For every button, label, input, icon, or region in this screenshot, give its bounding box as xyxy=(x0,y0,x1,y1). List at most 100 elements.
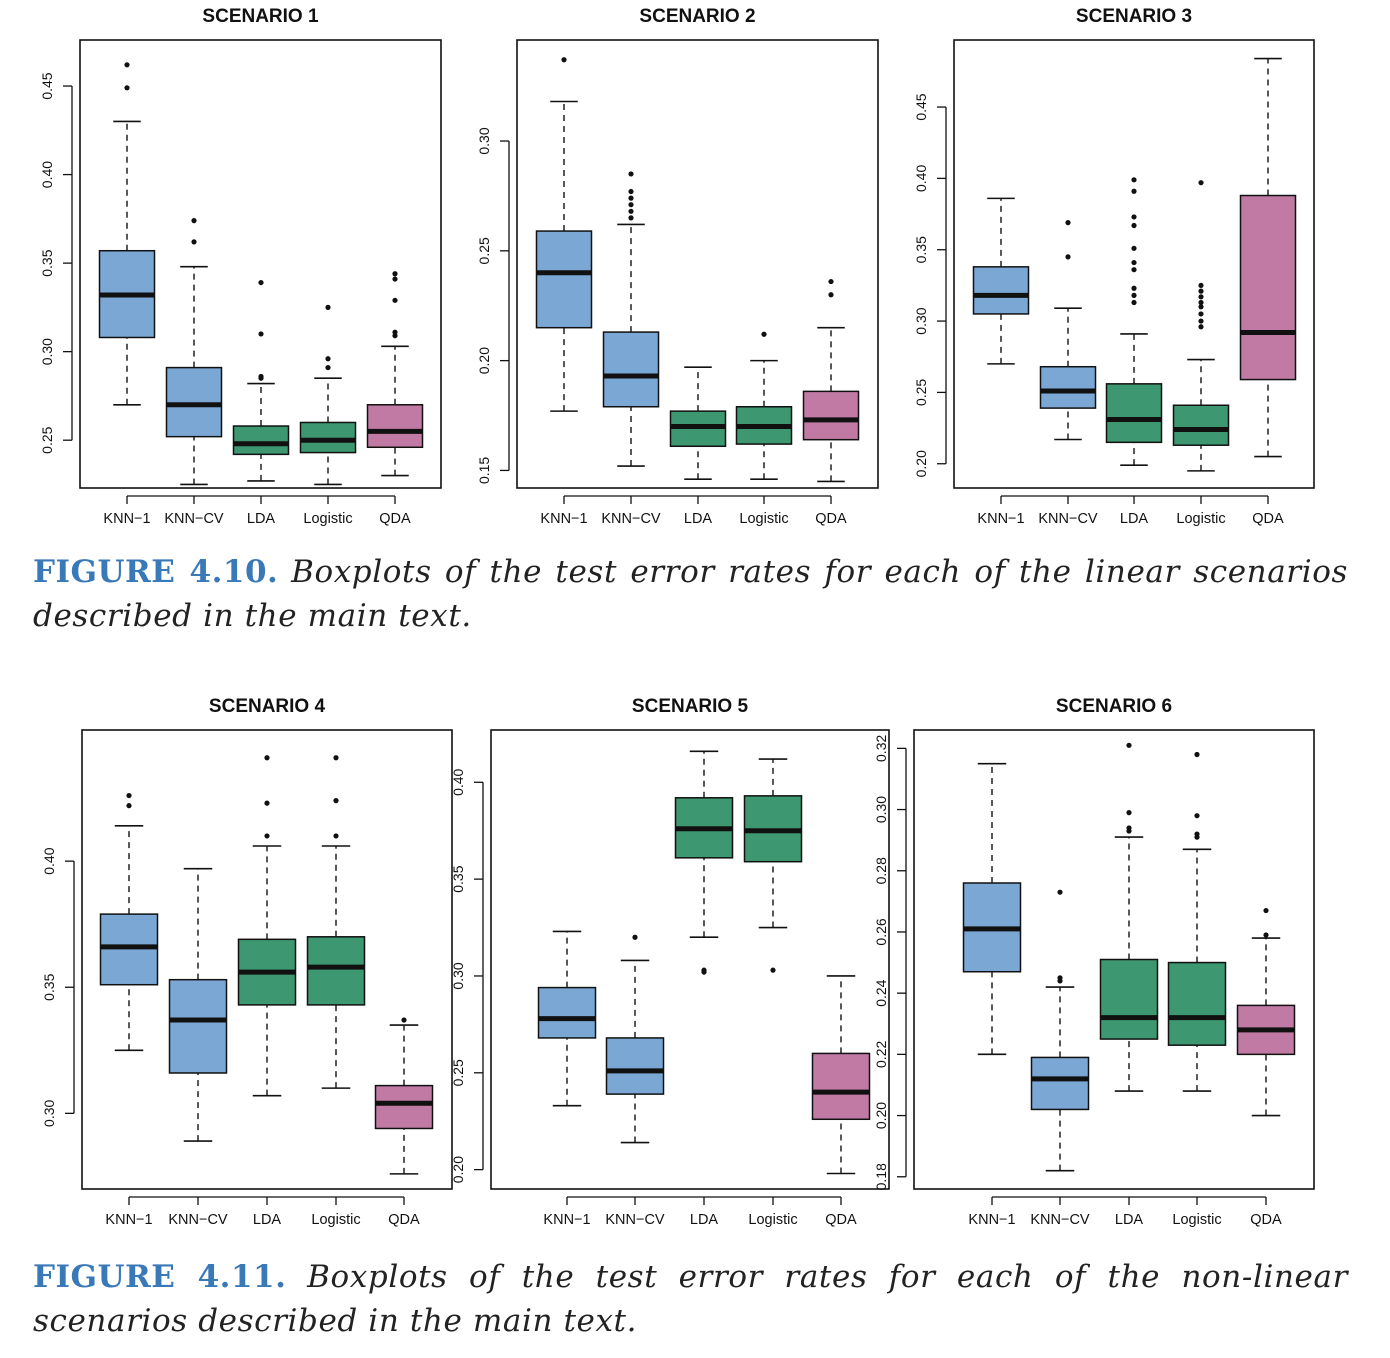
plot-frame xyxy=(913,729,1315,1190)
x-tick-label: LDA xyxy=(253,1212,282,1228)
plot-frame xyxy=(79,39,442,489)
iqr-box xyxy=(232,425,290,456)
outlier-point xyxy=(1198,180,1204,186)
y-tick-label: 0.40 xyxy=(41,847,57,874)
outlier-point xyxy=(264,833,270,839)
box-logistic xyxy=(735,331,793,481)
outlier-point xyxy=(333,755,339,761)
outlier-point xyxy=(1131,188,1137,194)
figure-4-11-caption: FIGURE 4.11. Boxplots of the test error … xyxy=(33,1255,1348,1343)
outlier-point xyxy=(628,215,634,221)
x-tick-label: KNN−1 xyxy=(543,1212,590,1228)
outlier-point xyxy=(1263,932,1269,938)
outlier-point xyxy=(761,331,767,337)
outlier-point xyxy=(264,800,270,806)
y-tick-label: 0.30 xyxy=(873,796,889,823)
chart-title: SCENARIO 5 xyxy=(632,696,749,717)
iqr-box xyxy=(802,390,860,441)
y-tick-label: 0.40 xyxy=(39,161,55,188)
x-tick-label: Logistic xyxy=(303,511,352,527)
y-tick-label: 0.20 xyxy=(913,450,929,477)
outlier-point xyxy=(1198,311,1204,317)
box-lda xyxy=(674,750,734,975)
outlier-point xyxy=(628,208,634,214)
outlier-point xyxy=(628,202,634,208)
box-qda xyxy=(1239,57,1297,458)
outlier-point xyxy=(632,934,638,940)
figure-label: FIGURE 4.11. xyxy=(33,1259,287,1295)
box-knn-1 xyxy=(535,57,593,412)
outlier-point xyxy=(1131,222,1137,229)
figure-label: FIGURE 4.10. xyxy=(33,554,279,590)
y-tick-label: 0.26 xyxy=(873,918,889,945)
iqr-box xyxy=(99,913,159,986)
outlier-point xyxy=(333,798,339,804)
outlier-point xyxy=(1198,288,1204,294)
outlier-point xyxy=(1131,245,1137,251)
outlier-point xyxy=(325,304,331,310)
chart-title: SCENARIO 2 xyxy=(639,6,755,27)
outlier-point xyxy=(1198,304,1204,310)
outlier-point xyxy=(124,62,130,68)
outlier-point xyxy=(1131,214,1137,220)
scenario-4-boxplot: SCENARIO 4 0.30 0.35 0.40 KNN−1 KNN−CV LDA Logi… xyxy=(41,696,453,1228)
x-tick-label: LDA xyxy=(1120,511,1149,527)
x-tick-label: Logistic xyxy=(311,1212,360,1228)
scenario-6-boxplot: SCENARIO 6 0.18 0.20 0.22 0.24 0.26 0.28 0.30 0.… xyxy=(873,696,1315,1228)
x-tick-label: KNN−CV xyxy=(164,511,224,527)
iqr-box xyxy=(168,978,228,1074)
x-tick-label: QDA xyxy=(825,1212,857,1228)
figure-4-11-charts: SCENARIO 4 0.30 0.35 0.40 KNN−1 KNN−CV LDA Logi… xyxy=(41,696,1315,1228)
outlier-point xyxy=(401,1017,407,1023)
outlier-point xyxy=(1194,831,1200,837)
y-tick-label: 0.25 xyxy=(476,237,492,264)
outlier-point xyxy=(1131,285,1137,291)
outlier-point xyxy=(1126,810,1132,816)
outlier-point xyxy=(828,278,834,285)
outlier-point xyxy=(1131,299,1137,306)
iqr-box xyxy=(1239,194,1297,381)
iqr-box xyxy=(605,1037,665,1095)
scenario-5-boxplot: SCENARIO 5 0.20 0.25 0.30 0.35 0.40 KNN−1 KNN−C… xyxy=(450,696,890,1228)
outlier-point xyxy=(124,85,130,91)
x-tick-label: KNN−1 xyxy=(540,511,587,527)
scenario-3-boxplot: SCENARIO 3 0.20 0.25 0.30 0.35 0.40 0.45 KNN−1 K… xyxy=(913,6,1315,527)
figure-4-11: SCENARIO 4 0.30 0.35 0.40 KNN−1 KNN−CV LDA Logi… xyxy=(0,690,1390,1358)
scenario-2-boxplot: SCENARIO 2 0.15 0.20 0.25 0.30 KNN−1 KNN−CV LDA… xyxy=(476,6,879,527)
box-knn-cv xyxy=(602,171,660,467)
scenario-1-boxplot: SCENARIO 1 0.25 0.30 0.35 0.40 0.45 KNN−1 KNN−C… xyxy=(39,6,442,527)
outlier-point xyxy=(628,171,634,177)
box-lda xyxy=(237,755,297,1097)
x-tick-label: Logistic xyxy=(739,511,788,527)
outlier-point xyxy=(333,833,339,839)
y-tick-label: 0.28 xyxy=(873,857,889,884)
outlier-point xyxy=(770,967,776,973)
y-tick-label: 0.20 xyxy=(476,347,492,374)
y-tick-label: 0.18 xyxy=(873,1163,889,1190)
outlier-point xyxy=(1057,975,1063,981)
iqr-box xyxy=(1167,961,1227,1046)
plot-frame xyxy=(953,39,1315,489)
x-tick-label: QDA xyxy=(1252,511,1284,527)
x-tick-label: Logistic xyxy=(748,1212,797,1228)
iqr-box xyxy=(374,1084,434,1130)
plot-frame xyxy=(490,729,890,1190)
y-tick-label: 0.15 xyxy=(476,457,492,484)
outlier-point xyxy=(258,279,264,286)
iqr-box xyxy=(972,266,1030,315)
outlier-point xyxy=(1131,267,1137,273)
x-tick-label: KNN−CV xyxy=(168,1212,228,1228)
iqr-box xyxy=(299,421,357,454)
x-tick-label: KNN−1 xyxy=(103,511,150,527)
box-knn-cv xyxy=(1030,889,1090,1172)
y-tick-label: 0.25 xyxy=(913,379,929,406)
iqr-box xyxy=(306,936,366,1006)
box-qda xyxy=(374,1017,434,1175)
y-tick-label: 0.22 xyxy=(873,1041,889,1068)
box-logistic xyxy=(306,755,366,1089)
y-tick-label: 0.40 xyxy=(913,165,929,192)
y-tick-label: 0.20 xyxy=(450,1156,466,1183)
iqr-box xyxy=(811,1052,871,1121)
y-tick-label: 0.24 xyxy=(873,979,889,1006)
box-knn-1 xyxy=(537,930,597,1107)
